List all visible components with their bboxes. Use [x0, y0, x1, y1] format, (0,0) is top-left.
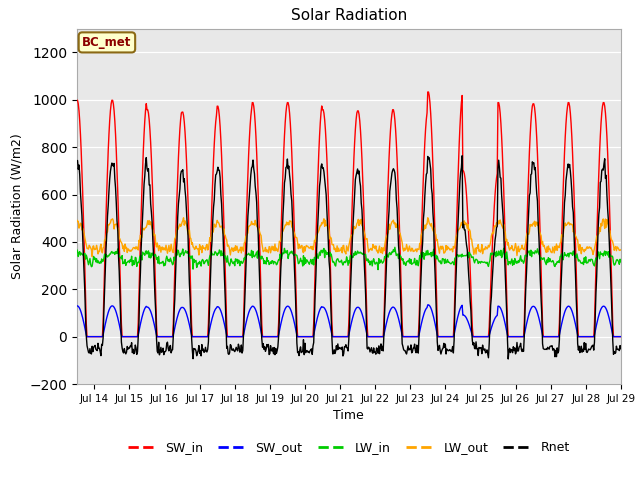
- Text: BC_met: BC_met: [82, 36, 132, 49]
- X-axis label: Time: Time: [333, 409, 364, 422]
- Title: Solar Radiation: Solar Radiation: [291, 9, 407, 24]
- Y-axis label: Solar Radiation (W/m2): Solar Radiation (W/m2): [11, 133, 24, 279]
- Legend: SW_in, SW_out, LW_in, LW_out, Rnet: SW_in, SW_out, LW_in, LW_out, Rnet: [122, 436, 575, 459]
